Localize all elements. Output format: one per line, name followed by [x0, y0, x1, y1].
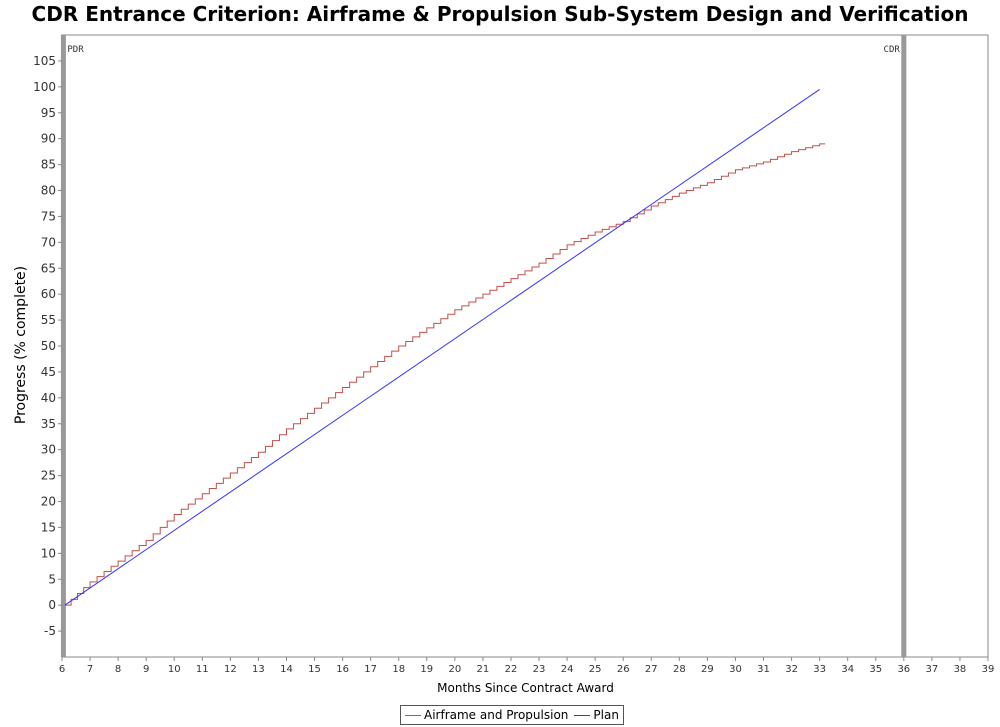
- x-tick-label: 25: [589, 664, 602, 675]
- x-tick-label: 21: [477, 664, 490, 675]
- y-tick-label: 45: [41, 365, 56, 379]
- y-tick-label: 65: [41, 261, 56, 275]
- legend-swatch-airframe: [405, 714, 421, 716]
- y-tick-label: 10: [41, 546, 56, 560]
- x-tick-label: 12: [224, 664, 237, 675]
- x-tick-label: 18: [392, 664, 405, 675]
- y-tick-label: 0: [48, 598, 56, 612]
- y-tick-label: 90: [41, 132, 56, 146]
- plot-frame: [61, 34, 989, 658]
- x-axis-label: Months Since Contract Award: [437, 681, 614, 695]
- x-tick-label: 24: [561, 664, 574, 675]
- y-tick-label: 15: [41, 520, 56, 534]
- x-tick-label: 26: [617, 664, 630, 675]
- legend-label-airframe: Airframe and Propulsion: [424, 708, 569, 722]
- y-axis-label: Progress (% complete): [13, 265, 29, 425]
- y-tick-label: 5: [48, 572, 56, 586]
- milestone-markers: PDR CDR: [60, 35, 907, 657]
- series-line: [64, 89, 820, 606]
- y-tick-label: 20: [41, 495, 56, 509]
- x-tick-label: 23: [533, 664, 546, 675]
- y-tick-label: 60: [41, 287, 56, 301]
- y-tick-label: 35: [41, 417, 56, 431]
- legend-item-airframe: Airframe and Propulsion: [405, 708, 568, 722]
- y-tick-label: -5: [44, 624, 56, 638]
- y-tick-label: 75: [41, 209, 56, 223]
- x-tick-label: 37: [926, 664, 939, 675]
- y-tick-label: 80: [41, 184, 56, 198]
- y-tick-label: 25: [41, 469, 56, 483]
- x-tick-label: 30: [729, 664, 742, 675]
- y-tick-label: 95: [41, 106, 56, 120]
- x-tick-label: 31: [757, 664, 770, 675]
- x-tick-label: 9: [143, 664, 149, 675]
- x-tick-label: 32: [785, 664, 798, 675]
- x-tick-label: 22: [505, 664, 518, 675]
- x-tick-label: 33: [813, 664, 826, 675]
- x-tick-label: 20: [448, 664, 461, 675]
- y-tick-label: 40: [41, 391, 56, 405]
- axes: -5 0 5 10 15 20 25 30 35 40 45 50 55 60 65 70 75 80 85 90 95…: [33, 54, 994, 675]
- x-tick-label: 11: [196, 664, 209, 675]
- x-tick-label: 15: [308, 664, 321, 675]
- x-tick-label: 19: [420, 664, 433, 675]
- y-tick-label: 30: [41, 443, 56, 457]
- x-tick-label: 14: [280, 664, 293, 675]
- x-tick-label: 8: [115, 664, 121, 675]
- x-tick-label: 38: [954, 664, 967, 675]
- x-tick-label: 36: [897, 664, 910, 675]
- x-tick-label: 6: [59, 664, 65, 675]
- y-tick-label: 55: [41, 313, 56, 327]
- y-tick-label: 100: [33, 80, 56, 94]
- legend-item-plan: Plan: [574, 708, 619, 722]
- y-tick-label: 70: [41, 235, 56, 249]
- y-tick-label: 105: [33, 54, 56, 68]
- marker-label-pdr: PDR: [67, 45, 84, 55]
- series-line: [64, 143, 826, 606]
- x-tick-label: 7: [87, 664, 93, 675]
- legend-swatch-plan: [574, 714, 591, 716]
- x-tick-label: 27: [645, 664, 658, 675]
- chart-title: CDR Entrance Criterion: Airframe & Propu…: [31, 2, 969, 26]
- x-tick-label: 10: [168, 664, 181, 675]
- x-tick-label: 39: [982, 664, 995, 675]
- x-tick-label: 34: [841, 664, 854, 675]
- marker-label-cdr: CDR: [884, 45, 901, 55]
- y-tick-label: 50: [41, 339, 56, 353]
- x-tick-label: 13: [252, 664, 265, 675]
- series-plan: [64, 89, 820, 606]
- x-tick-label: 16: [336, 664, 349, 675]
- series-layer: [64, 89, 826, 606]
- x-tick-label: 17: [364, 664, 377, 675]
- x-tick-label: 28: [673, 664, 686, 675]
- x-tick-label: 29: [701, 664, 714, 675]
- legend: Airframe and Propulsion Plan: [400, 705, 624, 725]
- y-tick-label: 85: [41, 158, 56, 172]
- legend-label-plan: Plan: [593, 708, 619, 722]
- series-airframe-and-propulsion: [64, 143, 826, 606]
- x-tick-label: 35: [869, 664, 882, 675]
